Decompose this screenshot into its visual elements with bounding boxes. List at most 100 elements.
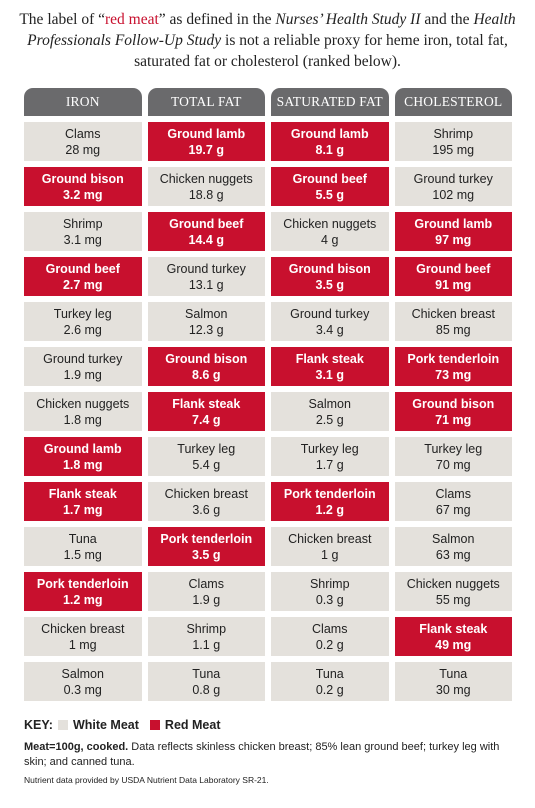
food-name: Chicken nuggets	[406, 576, 500, 591]
food-name: Shrimp	[186, 621, 227, 636]
nutrient-value: 1.1 g	[192, 637, 221, 652]
food-name: Pork tenderloin	[407, 351, 500, 366]
food-name: Ground lamb	[43, 441, 122, 456]
nutrient-value: 1 mg	[68, 637, 97, 652]
food-name: Flank steak	[48, 486, 117, 501]
table-cell: Ground turkey 3.4 g	[271, 302, 389, 341]
table-row: Clams 28 mg Ground lamb 19.7 g Ground lamb 8.…	[24, 122, 512, 161]
table-cell: Pork tenderloin 1.2 mg	[24, 572, 142, 611]
nutrient-value: 1.9 g	[192, 592, 221, 607]
legend: KEY: White Meat Red Meat	[24, 718, 221, 732]
food-name: Ground lamb	[414, 216, 493, 231]
nutrient-value: 63 mg	[435, 547, 471, 562]
table-cell: Ground lamb 97 mg	[394, 212, 512, 251]
nutrient-value: 18.8 g	[188, 187, 224, 202]
nutrient-value: 2.7 mg	[62, 277, 103, 292]
food-name: Salmon	[308, 396, 351, 411]
food-name: Pork tenderloin	[283, 486, 376, 501]
food-name: Clams	[312, 621, 348, 636]
food-name: Ground beef	[416, 261, 491, 276]
table-cell: Ground beef 2.7 mg	[24, 257, 142, 296]
table-cell: Ground beef 14.4 g	[147, 212, 265, 251]
nutrient-value: 3.5 g	[315, 277, 345, 292]
nutrient-value: 0.2 g	[315, 637, 344, 652]
table-body: Clams 28 mg Ground lamb 19.7 g Ground lamb 8.…	[24, 122, 512, 701]
table-cell: Flank steak 3.1 g	[271, 347, 389, 386]
intro-text: The label of “red meat” as defined in th…	[0, 0, 535, 70]
food-name: Ground lamb	[167, 126, 246, 141]
table-cell: Ground beef 5.5 g	[271, 167, 389, 206]
table-cell: Salmon 63 mg	[394, 527, 512, 566]
nutrient-value: 195 mg	[432, 142, 475, 157]
food-name: Ground beef	[45, 261, 120, 276]
table-row: Tuna 1.5 mg Pork tenderloin 3.5 g Chicken br…	[24, 527, 512, 566]
food-name: Clams	[65, 126, 101, 141]
table-cell: Salmon 2.5 g	[271, 392, 389, 431]
table-cell: Ground turkey 13.1 g	[147, 257, 265, 296]
food-name: Flank steak	[419, 621, 488, 636]
column-header-total-fat: TOTAL FAT	[147, 88, 265, 116]
nutrient-value: 0.2 g	[315, 682, 344, 697]
nutrient-value: 1.8 mg	[63, 412, 102, 427]
nutrient-value: 19.7 g	[188, 142, 224, 157]
table-row: Salmon 0.3 mg Tuna 0.8 g Tuna 0.2 g Tuna 30 mg	[24, 662, 512, 701]
table-cell: Chicken nuggets 4 g	[271, 212, 389, 251]
nutrient-value: 1.7 mg	[62, 502, 103, 517]
table-cell: Chicken breast 1 mg	[24, 617, 142, 656]
table-cell: Shrimp 3.1 mg	[24, 212, 142, 251]
table-cell: Ground bison 3.2 mg	[24, 167, 142, 206]
nutrient-value: 0.8 g	[192, 682, 221, 697]
table-cell: Turkey leg 1.7 g	[271, 437, 389, 476]
food-name: Ground turkey	[290, 306, 370, 321]
nutrient-value: 91 mg	[435, 277, 472, 292]
food-name: Pork tenderloin	[160, 531, 253, 546]
nutrient-value: 0.3 mg	[63, 682, 102, 697]
table-row: Shrimp 3.1 mg Ground beef 14.4 g Chicken nug…	[24, 212, 512, 251]
food-name: Salmon	[61, 666, 104, 681]
nutrient-table: IRON TOTAL FAT SATURATED FAT CHOLESTEROL…	[24, 88, 512, 707]
table-cell: Clams 1.9 g	[147, 572, 265, 611]
table-cell: Flank steak 49 mg	[394, 617, 512, 656]
intro-part: and the	[420, 11, 474, 28]
nutrient-value: 8.6 g	[192, 367, 221, 382]
table-cell: Salmon 12.3 g	[147, 302, 265, 341]
food-name: Chicken nuggets	[159, 171, 253, 186]
table-cell: Flank steak 7.4 g	[147, 392, 265, 431]
nutrient-value: 1.8 mg	[62, 457, 103, 472]
legend-title: KEY:	[24, 718, 53, 732]
table-cell: Chicken breast 85 mg	[394, 302, 512, 341]
table-row: Ground beef 2.7 mg Ground turkey 13.1 g Grou…	[24, 257, 512, 296]
nutrient-value: 49 mg	[435, 637, 472, 652]
nutrient-value: 3.1 g	[315, 367, 345, 382]
study-name: Health Professionals Follow-Up Study	[27, 11, 516, 49]
food-name: Ground bison	[165, 351, 248, 366]
nutrient-value: 85 mg	[435, 322, 471, 337]
nutrient-value: 102 mg	[432, 187, 475, 202]
nutrient-value: 67 mg	[435, 502, 471, 517]
column-header-saturated-fat: SATURATED FAT	[271, 88, 389, 116]
food-name: Chicken breast	[41, 621, 125, 636]
table-cell: Tuna 0.2 g	[271, 662, 389, 701]
nutrient-value: 13.1 g	[188, 277, 224, 292]
nutrient-value: 1.2 g	[315, 502, 345, 517]
food-name: Shrimp	[62, 216, 103, 231]
table-cell: Ground bison 71 mg	[394, 392, 512, 431]
nutrient-value: 3.2 mg	[62, 187, 103, 202]
food-name: Shrimp	[309, 576, 350, 591]
study-name: Nurses’ Health Study II	[275, 11, 421, 28]
food-name: Salmon	[432, 531, 475, 546]
intro-part: ” as defined in the	[158, 11, 276, 28]
food-name: Chicken breast	[411, 306, 495, 321]
nutrient-value: 1.5 mg	[63, 547, 102, 562]
column-header-iron: IRON	[24, 88, 142, 116]
food-name: Tuna	[315, 666, 344, 681]
food-name: Ground turkey	[166, 261, 246, 276]
table-cell: Flank steak 1.7 mg	[24, 482, 142, 521]
table-cell: Clams 67 mg	[394, 482, 512, 521]
table-cell: Chicken nuggets 18.8 g	[147, 167, 265, 206]
food-name: Tuna	[68, 531, 97, 546]
legend-white-label: White Meat	[72, 718, 139, 732]
food-name: Ground bison	[412, 396, 495, 411]
nutrient-value: 5.4 g	[192, 457, 221, 472]
table-cell: Ground turkey 102 mg	[394, 167, 512, 206]
